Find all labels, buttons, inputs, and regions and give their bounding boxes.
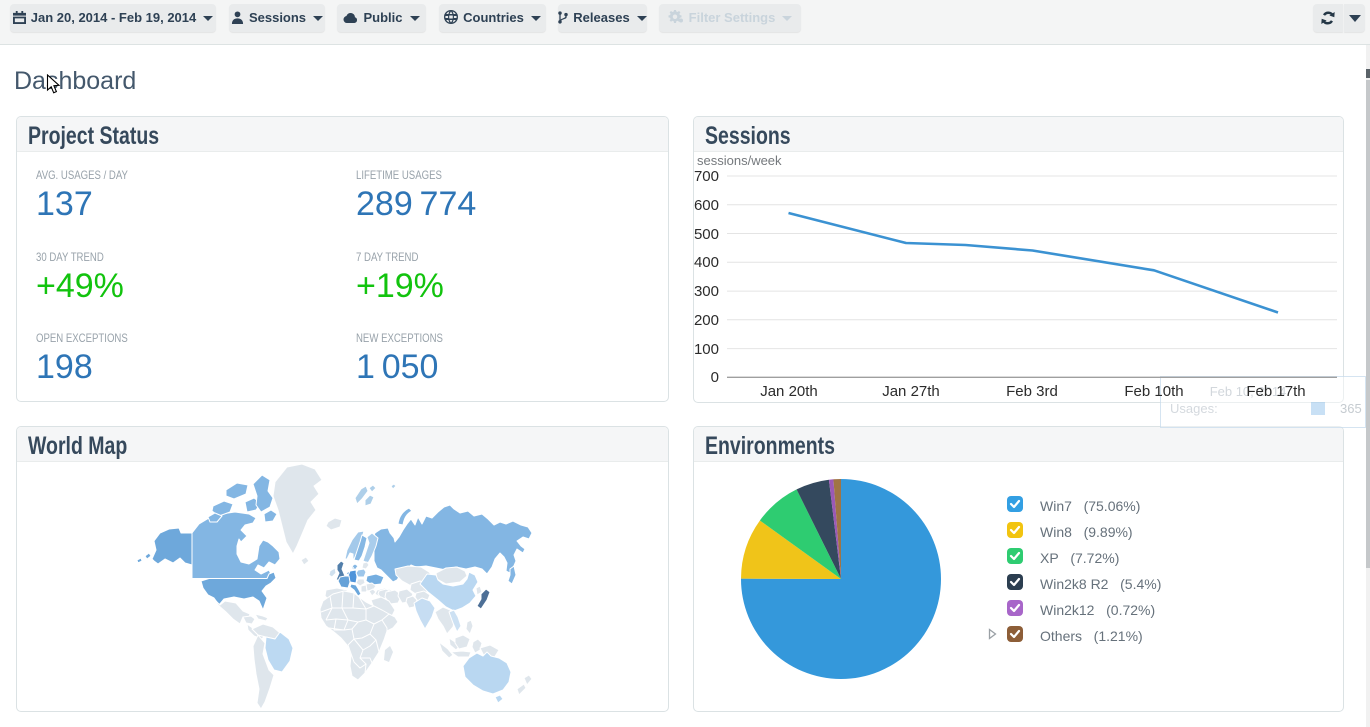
svg-text:400: 400	[694, 254, 719, 271]
svg-text:100: 100	[694, 341, 719, 358]
svg-text:200: 200	[694, 312, 719, 329]
svg-text:Jan 20th: Jan 20th	[760, 383, 818, 400]
svg-text:600: 600	[694, 197, 719, 214]
svg-text:700: 700	[694, 168, 719, 185]
svg-text:500: 500	[694, 226, 719, 243]
svg-text:300: 300	[694, 283, 719, 300]
svg-text:Jan 27th: Jan 27th	[882, 383, 940, 400]
svg-text:sessions/week: sessions/week	[697, 153, 782, 168]
svg-text:0: 0	[711, 369, 719, 386]
svg-text:Feb 17th: Feb 17th	[1246, 383, 1305, 400]
svg-text:Feb 3rd: Feb 3rd	[1006, 383, 1058, 400]
svg-text:Feb 10th: Feb 10th	[1124, 383, 1183, 400]
